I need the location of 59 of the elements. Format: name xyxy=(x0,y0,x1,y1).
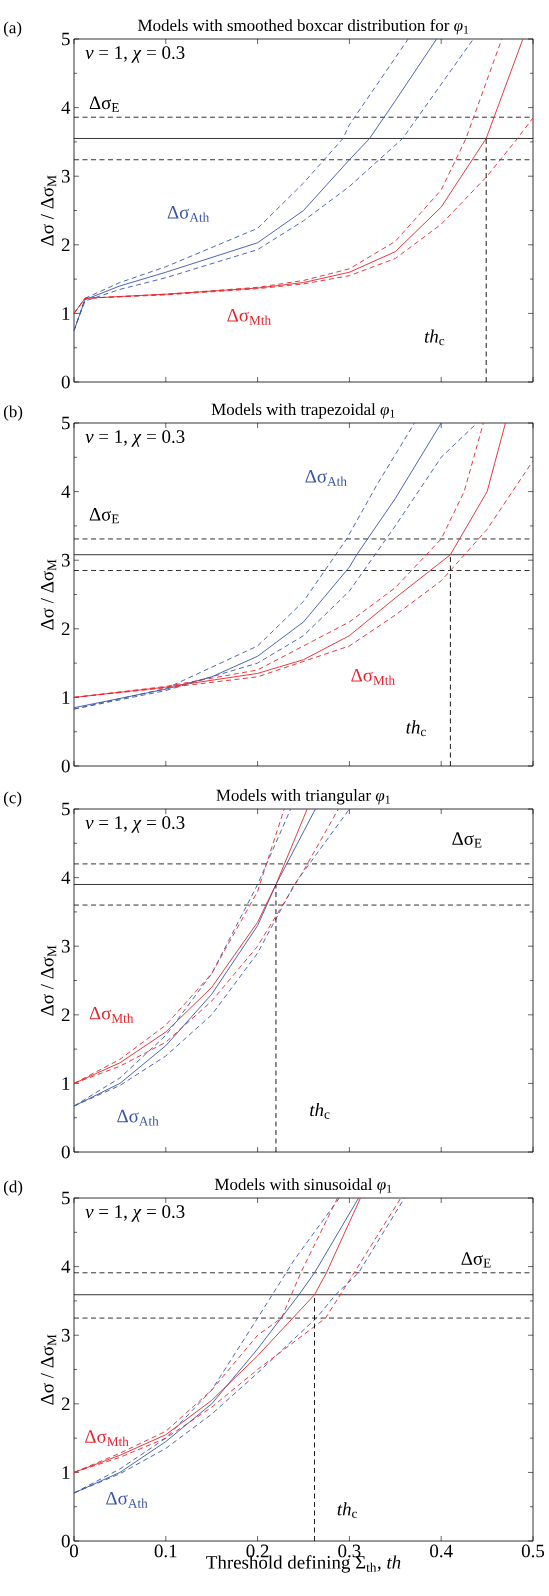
y-tick-label: 1 xyxy=(62,691,70,704)
x-tick-label: 0.4 xyxy=(430,1544,453,1558)
annotation: Δσ$_{Ath}$ xyxy=(305,469,347,486)
annotation: ν = 1, χ = 0.3 xyxy=(85,816,185,833)
y-tick-label: 0 xyxy=(61,1145,70,1159)
y-tick-label: 4 xyxy=(61,871,71,884)
y-tick-label: 4 xyxy=(61,101,71,114)
y-tick-label: 5 xyxy=(62,416,70,430)
y-tick-label: 3 xyxy=(61,1328,70,1342)
annotation: ν = 1, χ = 0.3 xyxy=(85,430,185,447)
text: (b) xyxy=(3,405,23,421)
annotation: Δσ$_{Mth}$ xyxy=(85,1430,129,1447)
annotation: th$_{c}$ xyxy=(406,720,426,737)
annotation: th$_{c}$ xyxy=(424,329,445,346)
y-tick-label: 4 xyxy=(61,1260,71,1273)
y-axis-title: Δσ / Δσ$_{M}$ xyxy=(40,175,57,246)
y-tick-label: 0 xyxy=(61,759,70,773)
annotation: ν = 1, χ = 0.3 xyxy=(85,1205,185,1222)
annotation: Δσ$_{Mth}$ xyxy=(351,668,395,685)
annotation: th$_{c}$ xyxy=(337,1502,358,1519)
annotation: Δσ$_{Ath}$ xyxy=(117,1109,159,1126)
chart-title: Models with sinusoidal φ$_{1}$ xyxy=(214,1178,392,1194)
y-tick-label: 3 xyxy=(61,169,70,183)
y-axis-title: Δσ / Δσ$_{M}$ xyxy=(40,1334,57,1405)
y-tick-label: 4 xyxy=(61,485,71,498)
annotation: Δσ$_{E}$ xyxy=(89,96,119,112)
x-tick-label: 0.5 xyxy=(521,1544,545,1558)
annotation: Δσ$_{Ath}$ xyxy=(167,206,210,222)
y-tick-label: 2 xyxy=(61,1008,70,1022)
annotation: Δσ$_{Ath}$ xyxy=(106,1491,148,1508)
chart-title: Models with smoothed boxcar distribution for φ$_{1}$ xyxy=(138,18,469,35)
text: (a) xyxy=(3,21,22,37)
text: (d) xyxy=(3,1180,23,1196)
annotation: ν = 1, χ = 0.3 xyxy=(85,46,185,63)
y-tick-label: 2 xyxy=(61,622,70,636)
annotation: Δσ$_{E}$ xyxy=(452,832,482,848)
annotation: th$_{c}$ xyxy=(310,1102,330,1119)
y-tick-label: 5 xyxy=(62,1191,70,1205)
y-tick-label: 0 xyxy=(61,1534,70,1548)
y-tick-label: 1 xyxy=(62,307,70,320)
y-tick-label: 2 xyxy=(61,238,70,252)
y-tick-label: 3 xyxy=(61,553,70,567)
y-tick-label: 2 xyxy=(61,1397,70,1411)
annotation: Δσ$_{E}$ xyxy=(89,508,119,524)
x-tick-label: 0.1 xyxy=(154,1544,177,1558)
chart-title: Models with trapezoidal φ$_{1}$ xyxy=(211,403,395,419)
annotation: Δσ$_{E}$ xyxy=(461,1252,491,1268)
y-tick-label: 1 xyxy=(62,1466,70,1479)
y-axis-title: Δσ / Δσ$_{M}$ xyxy=(40,559,57,630)
y-axis-title: Δσ / Δσ$_{M}$ xyxy=(40,945,57,1016)
y-tick-label: 3 xyxy=(61,939,70,953)
text: (c) xyxy=(3,791,22,807)
y-tick-label: 1 xyxy=(62,1077,70,1090)
y-tick-label: 5 xyxy=(62,802,70,816)
annotation: Δσ$_{Mth}$ xyxy=(89,1006,134,1023)
y-tick-label: 0 xyxy=(61,375,70,389)
y-tick-label: 5 xyxy=(62,32,70,46)
chart-title: Models with triangular φ$_{1}$ xyxy=(216,789,390,805)
annotation: Δσ$_{Mth}$ xyxy=(227,308,271,325)
